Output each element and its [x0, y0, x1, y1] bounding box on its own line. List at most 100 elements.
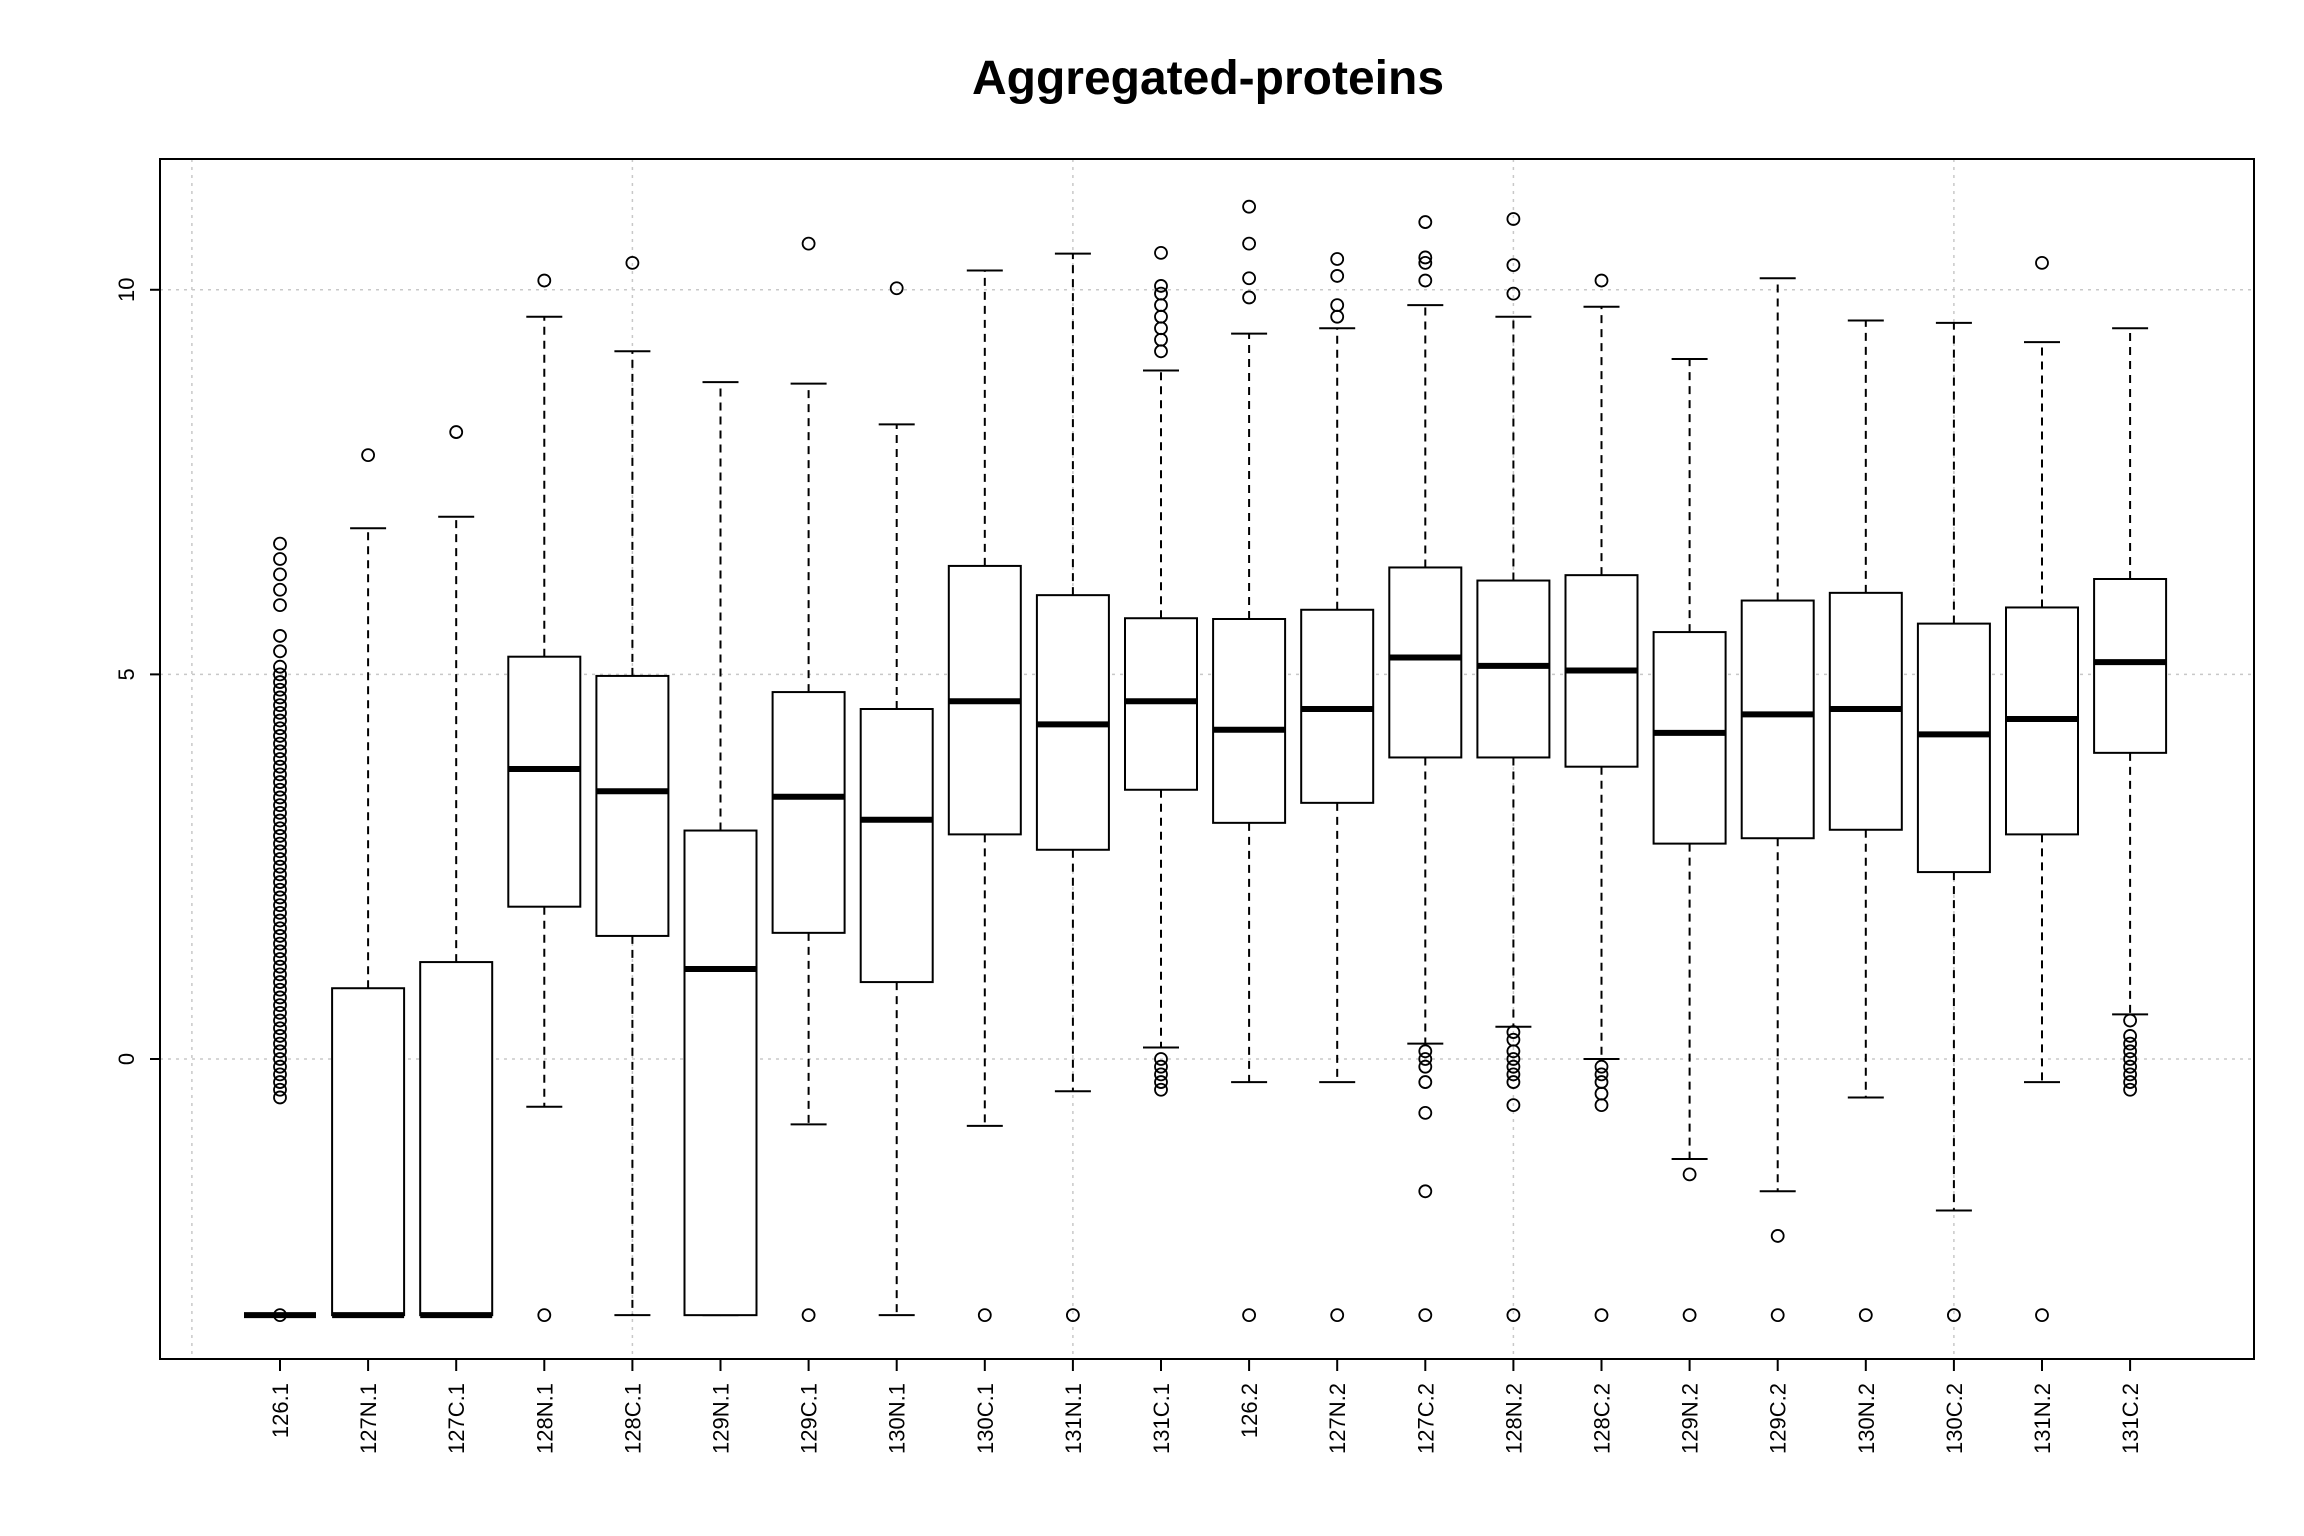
- box-131N.2: [2005, 255, 2079, 1323]
- outlier-point: [273, 1044, 287, 1059]
- box-131C.2: [2093, 327, 2168, 1097]
- outlier-point: [1154, 286, 1168, 301]
- box-130C.2: [1916, 321, 1991, 1323]
- outlier-point: [273, 821, 287, 836]
- outlier-point: [2123, 1059, 2138, 1074]
- outlier-point: [273, 890, 287, 905]
- outlier-point: [273, 713, 287, 728]
- x-tick-label: 131N.2: [2030, 1383, 2055, 1454]
- outlier-point: [1594, 1075, 1609, 1089]
- outlier-point: [273, 936, 287, 951]
- box-iqr: [331, 987, 406, 1317]
- outlier-point: [1154, 332, 1168, 347]
- outlier-point: [273, 1029, 287, 1043]
- y-tick-label: 5: [114, 668, 139, 680]
- outlier-point: [1154, 245, 1168, 260]
- outlier-point: [273, 967, 287, 982]
- outlier-point: [2035, 1308, 2049, 1323]
- box-iqr: [1652, 631, 1727, 845]
- box-127N.2: [1300, 252, 1375, 1323]
- box-iqr: [771, 691, 846, 934]
- x-tick-label: 130C.1: [973, 1383, 998, 1454]
- x-tick-label: 129N.1: [709, 1383, 734, 1454]
- box-128N.2: [1476, 212, 1551, 1323]
- outlier-point: [273, 1059, 287, 1074]
- x-tick-label: 130N.1: [885, 1383, 910, 1454]
- outlier-point: [273, 1308, 287, 1323]
- x-tick-label: 129C.1: [797, 1383, 822, 1454]
- outlier-point: [1154, 309, 1168, 324]
- box-iqr: [507, 655, 582, 908]
- outlier-point: [273, 1075, 287, 1089]
- outlier-point: [1506, 1025, 1521, 1039]
- outlier-point: [1154, 1052, 1168, 1066]
- box-iqr: [1740, 599, 1815, 840]
- outlier-point: [1154, 1082, 1168, 1097]
- outlier-point: [1418, 1105, 1433, 1120]
- outlier-point: [273, 798, 287, 813]
- outlier-point: [273, 867, 287, 882]
- plot-frame: [159, 158, 2255, 1360]
- box-130C.1: [947, 269, 1022, 1323]
- outlier-point: [273, 813, 287, 828]
- outlier-point: [1242, 290, 1256, 305]
- outlier-point: [273, 1052, 287, 1066]
- outlier-point: [273, 767, 287, 782]
- outlier-point: [273, 852, 287, 866]
- outlier-point: [1594, 273, 1609, 288]
- outlier-point: [1594, 1059, 1609, 1074]
- x-tick-label: 128C.1: [620, 1383, 645, 1454]
- outlier-point: [1506, 1067, 1521, 1082]
- box-iqr: [1476, 579, 1551, 759]
- x-tick-label: 128C.2: [1590, 1383, 1615, 1454]
- outlier-point: [273, 675, 287, 689]
- outlier-point: [361, 448, 376, 463]
- outlier-point: [2123, 1036, 2138, 1051]
- outlier-point: [1770, 1308, 1785, 1323]
- x-tick-label: 130N.2: [1854, 1383, 1879, 1454]
- x-tick-label: 127N.2: [1325, 1383, 1350, 1454]
- outlier-point: [273, 705, 287, 720]
- outlier-point: [1066, 1308, 1080, 1323]
- outlier-point: [1506, 1075, 1521, 1089]
- box-126.2: [1212, 199, 1287, 1323]
- box-126.1: [244, 536, 316, 1323]
- box-iqr: [1388, 566, 1463, 759]
- box-127C.2: [1388, 215, 1463, 1323]
- outlier-point: [1330, 252, 1345, 266]
- outlier-point: [1418, 1044, 1433, 1059]
- outlier-point: [1947, 1308, 1961, 1323]
- outlier-point: [537, 273, 552, 288]
- outlier-point: [1418, 1075, 1433, 1089]
- outlier-point: [1154, 321, 1168, 336]
- outlier-point: [2123, 1075, 2138, 1089]
- outlier-point: [273, 905, 287, 920]
- y-tick-label: 0: [114, 1053, 139, 1065]
- x-tick-label: 129C.2: [1766, 1383, 1791, 1454]
- box-129C.2: [1740, 277, 1815, 1323]
- outlier-point: [273, 1013, 287, 1028]
- box-iqr: [595, 674, 670, 937]
- box-130N.1: [859, 281, 934, 1317]
- outlier-point: [1506, 1052, 1521, 1066]
- outlier-point: [1506, 1044, 1521, 1059]
- outlier-point: [1418, 1052, 1433, 1066]
- outlier-point: [273, 790, 287, 805]
- x-tick-label: 126.1: [268, 1383, 293, 1438]
- outlier-point: [273, 759, 287, 774]
- outlier-point: [273, 944, 287, 959]
- outlier-point: [273, 598, 287, 613]
- outlier-point: [1418, 1059, 1433, 1074]
- outlier-point: [1154, 344, 1168, 359]
- outlier-point: [273, 844, 287, 859]
- axes: 0 5 10 126.1 127N.1 127C.1 128N.1 128C.1 129N.1 1…: [114, 278, 2143, 1454]
- outlier-point: [273, 959, 287, 974]
- outlier-point: [273, 913, 287, 928]
- box-129C.1: [771, 236, 846, 1323]
- outlier-point: [273, 898, 287, 913]
- x-tick-label: 129N.2: [1678, 1383, 1703, 1454]
- outlier-point: [1418, 255, 1433, 270]
- outlier-point: [1418, 273, 1433, 288]
- outlier-point: [273, 998, 287, 1013]
